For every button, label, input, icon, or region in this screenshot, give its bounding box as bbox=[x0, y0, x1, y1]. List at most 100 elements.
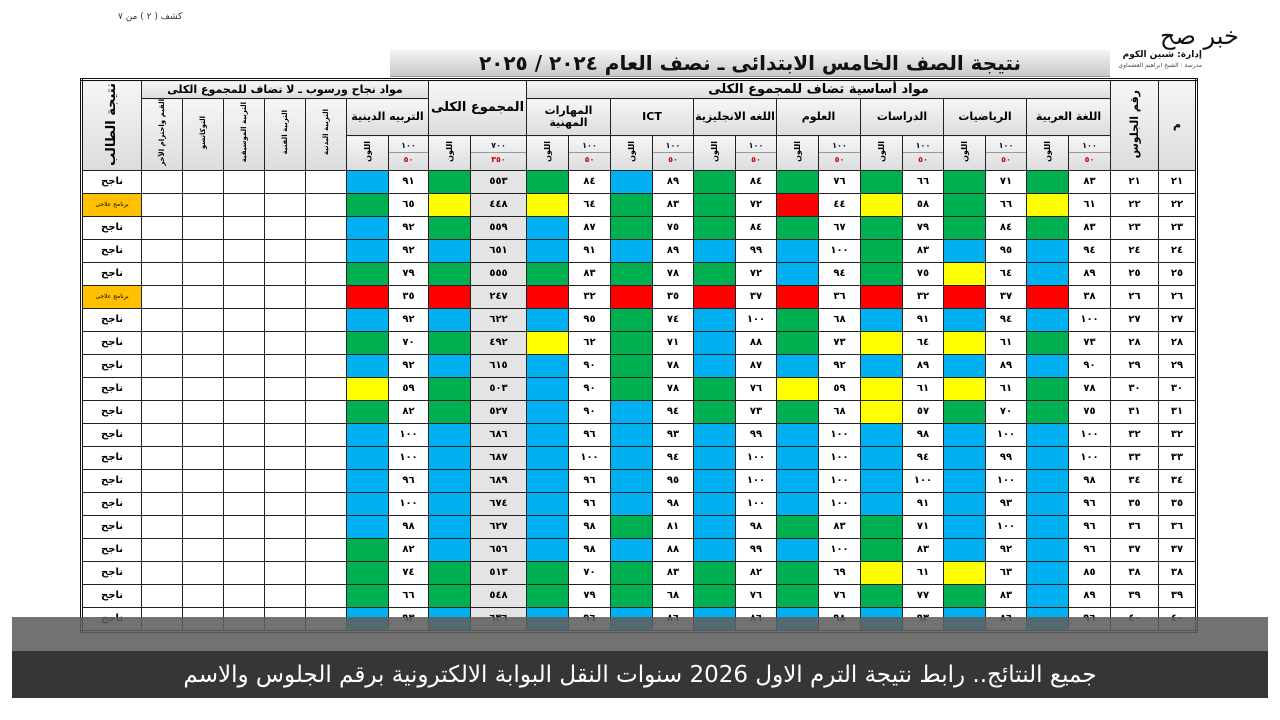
science-score-label: ٨٣ bbox=[833, 521, 846, 533]
subject-header: اللغة العربية bbox=[1026, 97, 1111, 137]
ict-color-cell bbox=[610, 215, 653, 240]
empty-cell bbox=[305, 399, 347, 424]
math-score: ١٠٠ bbox=[985, 468, 1027, 493]
skills-score-label: ٦٢ bbox=[583, 337, 596, 349]
total-color-cell bbox=[428, 330, 471, 355]
empty-cell bbox=[264, 583, 306, 608]
serial-number: ٣٢ bbox=[1158, 422, 1197, 447]
total-color-cell bbox=[428, 238, 471, 263]
ict-score: ٨٩ bbox=[652, 169, 694, 194]
empty-cell bbox=[182, 560, 224, 585]
english-color-cell bbox=[693, 583, 736, 608]
color-col-header: اللون bbox=[526, 135, 569, 171]
english-score-label: ٨٢ bbox=[749, 567, 763, 579]
school-label: مدرسة : الشيخ ابراهيم العشماوي bbox=[1118, 62, 1202, 69]
empty-cell bbox=[305, 261, 347, 286]
studies-score: ٦١ bbox=[902, 376, 944, 401]
caption-banner: جميع النتائج.. رابط نتيجة الترم الاول 20… bbox=[12, 651, 1268, 698]
arabic-score: ١٠٠ bbox=[1068, 445, 1111, 470]
seat-number: ٢٨ bbox=[1110, 330, 1159, 355]
total-score: ٥٥٣ bbox=[470, 169, 527, 194]
seat-number: ٢٥ bbox=[1110, 261, 1159, 286]
ict-color-cell bbox=[610, 261, 653, 286]
max-score: ١٠٠ bbox=[819, 139, 860, 154]
science-score-label: ٦٨ bbox=[833, 314, 846, 326]
total-score-label: ٤٤٨ bbox=[489, 199, 508, 211]
english-score-label: ٨٤ bbox=[749, 176, 763, 188]
studies-score: ٧٧ bbox=[902, 583, 944, 608]
empty-cell bbox=[305, 445, 347, 470]
serial-number: ٢٣ bbox=[1158, 215, 1197, 240]
seat-number-label: ٣٠ bbox=[1128, 383, 1141, 395]
subject-maxmin: ١٠٠ ٥٠ bbox=[985, 135, 1027, 171]
color-col-header-label: اللون bbox=[1042, 140, 1052, 162]
science-score-label: ٣٦ bbox=[833, 291, 846, 303]
total-score-label: ٦٧٤ bbox=[489, 498, 508, 510]
religion-score: ٩٢ bbox=[388, 353, 429, 378]
english-color-cell bbox=[693, 445, 736, 470]
seat-number-label: ٣٣ bbox=[1128, 452, 1141, 464]
religion-score: ٦٥ bbox=[388, 192, 429, 217]
serial-number-label: ٣١ bbox=[1170, 406, 1184, 418]
serial-number-label: ٢٧ bbox=[1170, 314, 1184, 326]
math-color-cell bbox=[943, 215, 986, 240]
color-col-header-label: اللون bbox=[959, 140, 969, 162]
arabic-score: ٨٩ bbox=[1068, 261, 1111, 286]
arabic-color-cell bbox=[1026, 537, 1069, 562]
min-score: ٥٠ bbox=[1084, 155, 1095, 165]
total-score: ٤٤٨ bbox=[470, 192, 527, 217]
empty-cell bbox=[264, 261, 306, 286]
math-score-label: ٦٤ bbox=[999, 268, 1013, 280]
english-score-label: ٩٩ bbox=[749, 544, 763, 556]
science-score: ٧٦ bbox=[818, 583, 861, 608]
religion-score-label: ٦٥ bbox=[402, 199, 415, 211]
math-color-cell bbox=[943, 514, 986, 539]
serial-number: ٣٧ bbox=[1158, 537, 1197, 562]
result-cell: ناجح bbox=[81, 330, 142, 355]
serial-number-label: ٣٣ bbox=[1170, 452, 1184, 464]
math-score: ٨٩ bbox=[985, 353, 1027, 378]
religion-score: ٩١ bbox=[388, 169, 429, 194]
science-score: ٩٤ bbox=[818, 261, 861, 286]
ict-score-label: ٧٨ bbox=[666, 360, 680, 372]
english-color-cell bbox=[693, 330, 736, 355]
empty-cell bbox=[305, 583, 347, 608]
science-score: ١٠٠ bbox=[818, 422, 861, 447]
title-bar: نتيجة الصف الخامس الابتدائى ـ نصف العام … bbox=[390, 50, 1110, 77]
arabic-color-cell bbox=[1026, 468, 1069, 493]
subject-header: ICT bbox=[610, 97, 694, 137]
religion-color-cell bbox=[346, 376, 389, 401]
empty-cell bbox=[182, 330, 224, 355]
subject-header-label: اللغه الانجليزية bbox=[695, 110, 775, 124]
science-color-cell bbox=[776, 445, 819, 470]
ict-score: ٧٨ bbox=[652, 261, 694, 286]
religion-score: ١٠٠ bbox=[388, 422, 429, 447]
arabic-score-label: ٩٤ bbox=[1083, 245, 1096, 257]
religion-color-cell bbox=[346, 560, 389, 585]
ict-score-label: ٩٣ bbox=[666, 429, 680, 441]
math-score-label: ٦١ bbox=[999, 383, 1013, 395]
empty-cell bbox=[264, 514, 306, 539]
min-score: ٥٠ bbox=[668, 155, 678, 165]
skills-color-cell bbox=[526, 422, 569, 447]
arabic-color-cell bbox=[1026, 353, 1069, 378]
english-score-label: ٣٧ bbox=[749, 291, 763, 303]
math-color-cell bbox=[943, 238, 986, 263]
religion-score-label: ٧٩ bbox=[402, 268, 415, 280]
min-score: ٥٠ bbox=[751, 155, 761, 165]
total-color-cell bbox=[428, 192, 471, 217]
math-score: ١٠٠ bbox=[985, 514, 1027, 539]
skills-color-cell bbox=[526, 560, 569, 585]
religion-color-cell bbox=[346, 238, 389, 263]
total-score-label: ٦٢٧ bbox=[489, 521, 508, 533]
science-color-cell bbox=[776, 560, 819, 585]
extra-subject-header-label: التربية الموسيقية bbox=[240, 102, 248, 163]
ict-score-label: ٨٨ bbox=[666, 544, 680, 556]
arabic-color-cell bbox=[1026, 238, 1069, 263]
skills-color-cell bbox=[526, 261, 569, 286]
subject-header-label: المهارات المهنية bbox=[544, 104, 593, 130]
seat-number-label: ٣٥ bbox=[1128, 498, 1141, 510]
science-score: ١٠٠ bbox=[818, 238, 861, 263]
skills-score-label: ٨٤ bbox=[583, 176, 596, 188]
skills-color-cell bbox=[526, 445, 569, 470]
